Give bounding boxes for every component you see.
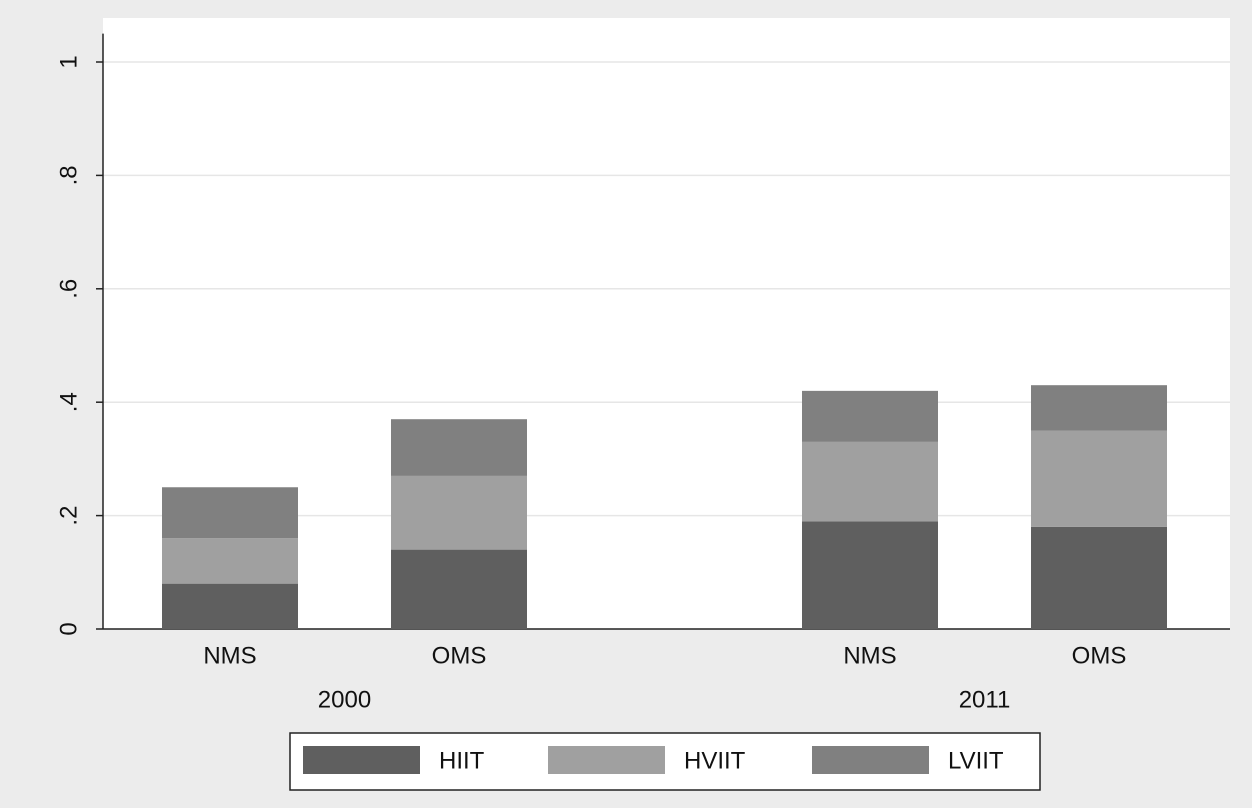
bar-segment	[391, 475, 527, 550]
bar-segment	[1031, 385, 1167, 431]
x-tick-label: NMS	[203, 642, 256, 669]
bar-segment	[391, 419, 527, 476]
bar-segment	[162, 583, 298, 629]
x-tick-label: OMS	[432, 642, 487, 669]
bar-segment	[391, 549, 527, 629]
y-tick-label: 1	[55, 55, 82, 68]
legend-label: HVIIT	[684, 747, 746, 774]
bar-segment	[802, 390, 938, 442]
bar-segment	[1031, 526, 1167, 629]
y-tick-label: .6	[55, 279, 82, 299]
bar-segment	[162, 487, 298, 539]
y-tick-label: 0	[55, 622, 82, 635]
legend-swatch	[303, 746, 420, 774]
x-tick-label: NMS	[843, 642, 896, 669]
legend-swatch	[548, 746, 665, 774]
bar-segment	[802, 521, 938, 629]
y-tick-label: .4	[55, 392, 82, 412]
x-tick-label: OMS	[1072, 642, 1127, 669]
group-label: 2000	[318, 686, 371, 713]
y-tick-label: .8	[55, 165, 82, 185]
legend-label: LVIIT	[948, 747, 1004, 774]
bar-segment	[162, 538, 298, 584]
legend-label: HIIT	[439, 747, 485, 774]
legend-swatch	[812, 746, 929, 774]
group-label: 2011	[959, 686, 1011, 713]
bar-segment	[802, 441, 938, 522]
y-tick-label: .2	[55, 506, 82, 526]
bar-segment	[1031, 430, 1167, 527]
